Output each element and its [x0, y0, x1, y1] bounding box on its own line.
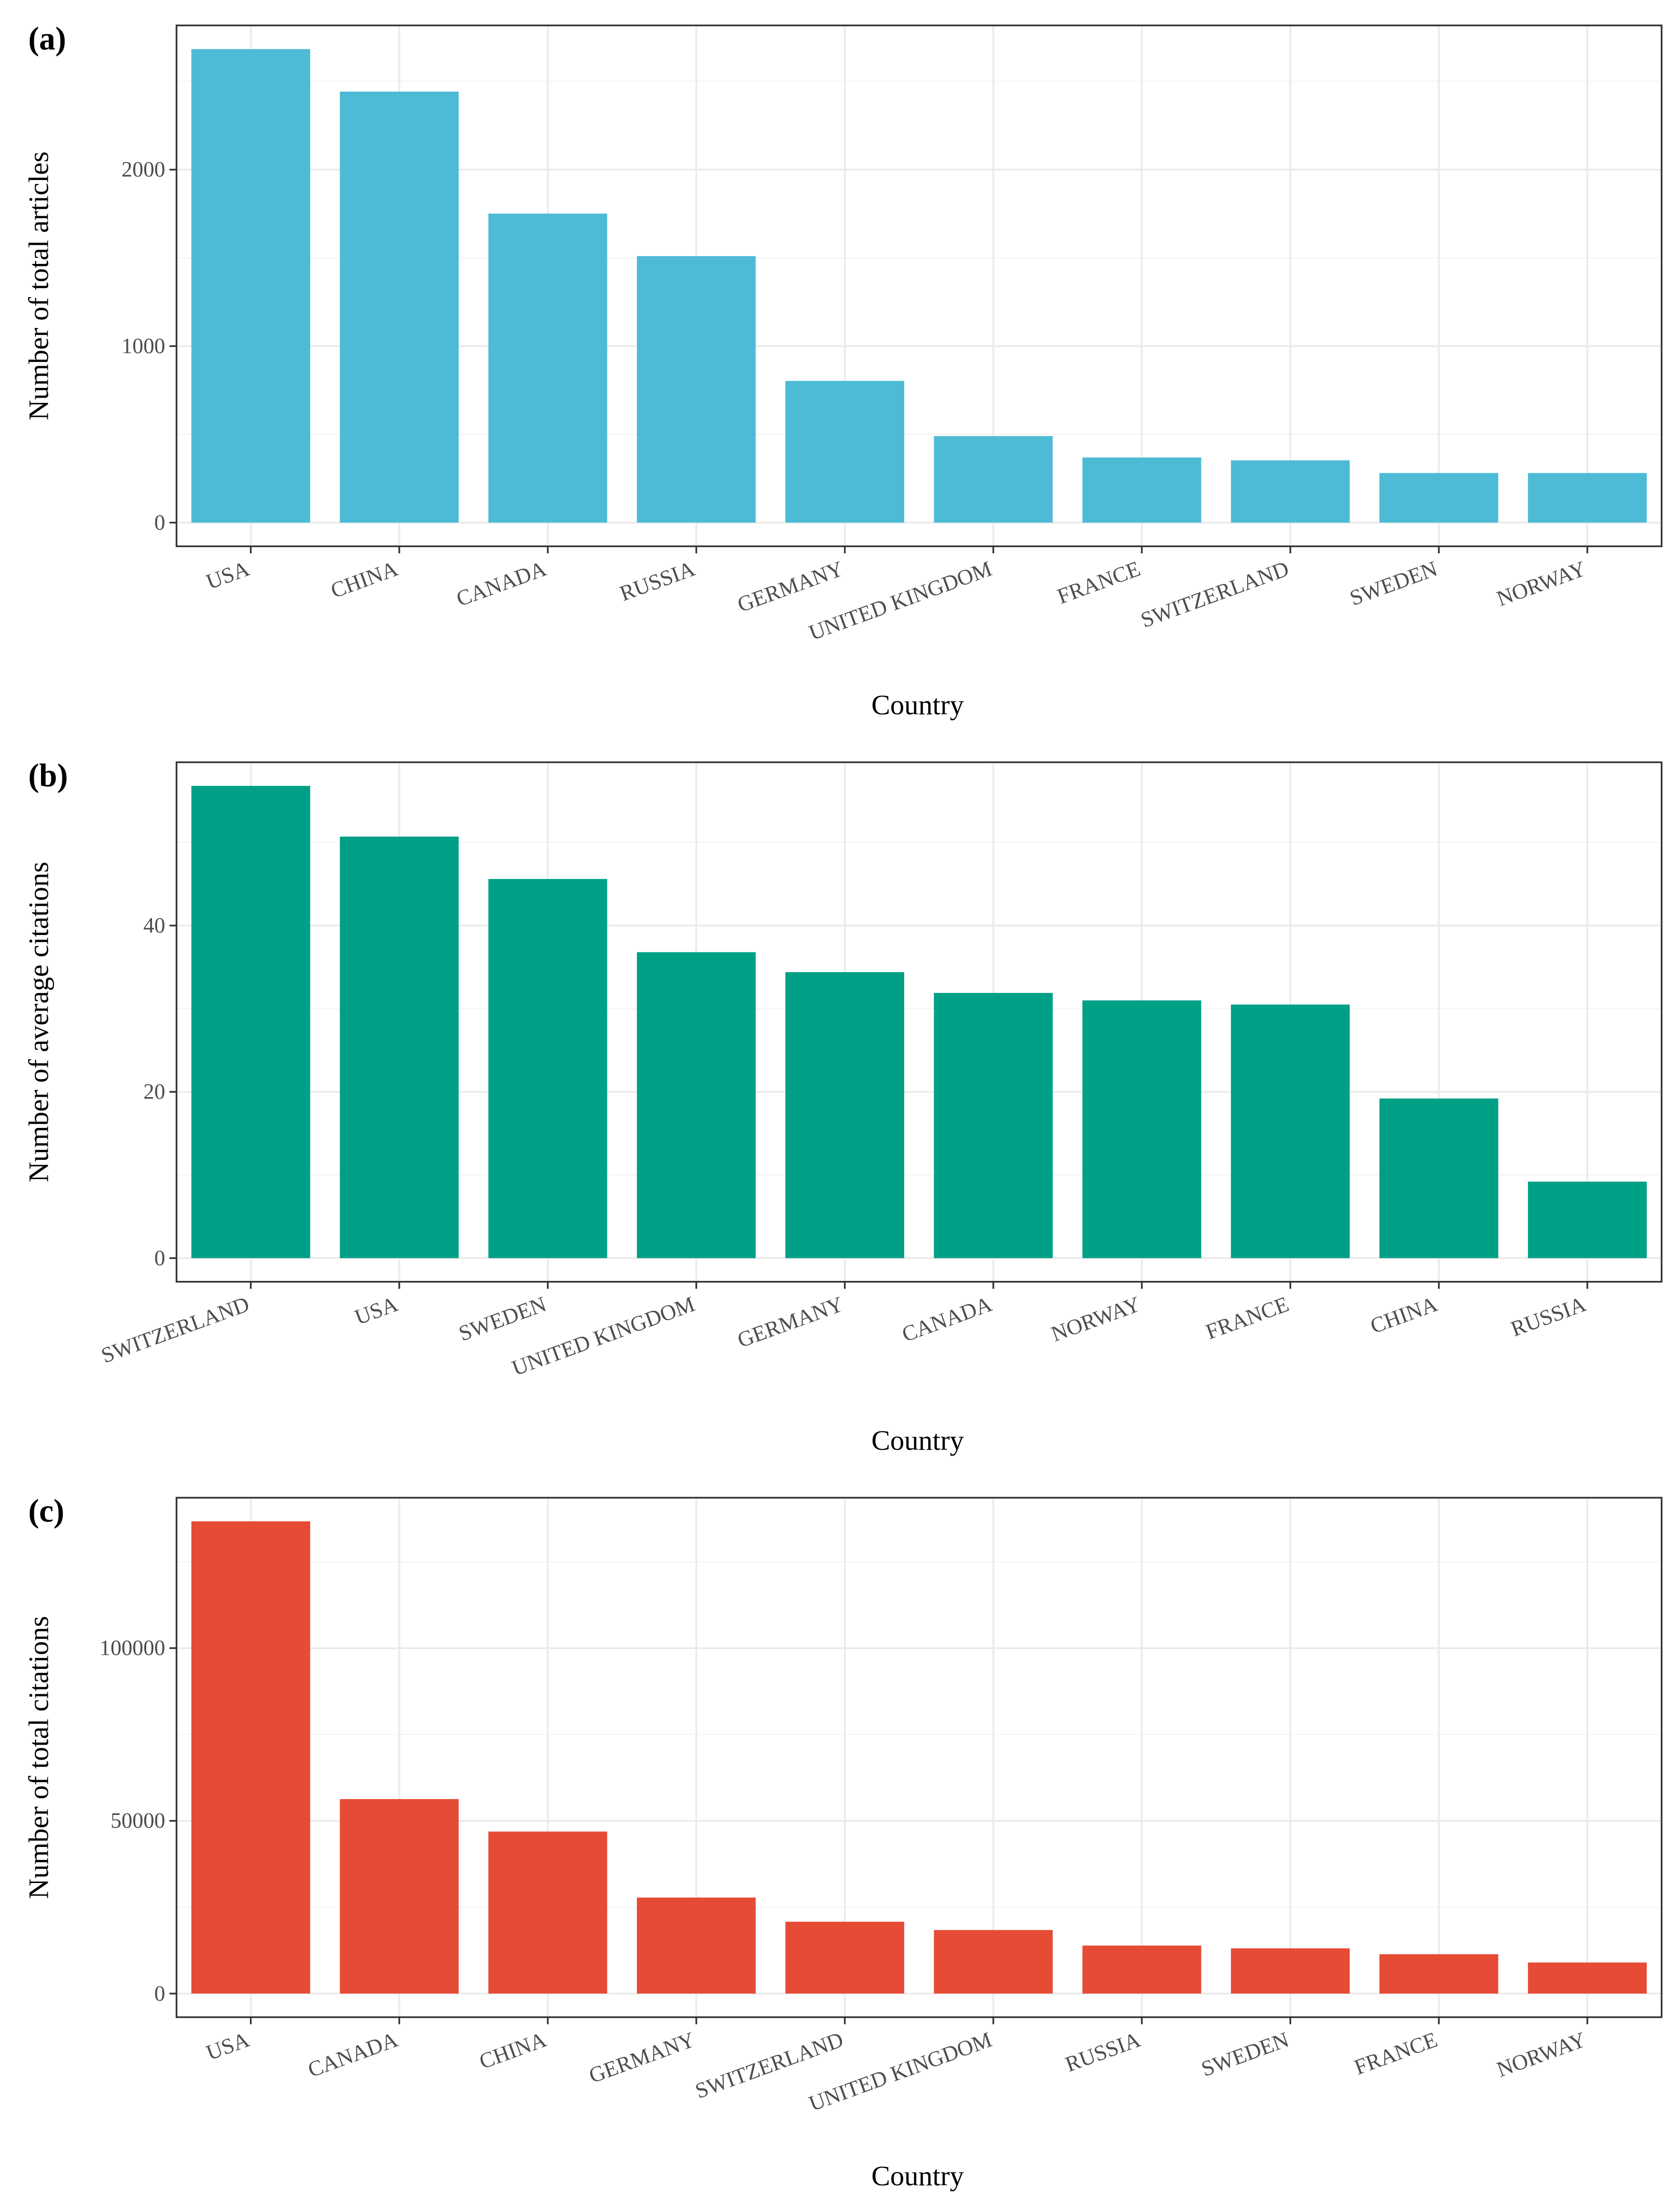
- bar-russia: [1082, 1945, 1201, 1994]
- x-tick-label: FRANCE: [1203, 1292, 1292, 1344]
- x-tick-label: USA: [203, 2027, 253, 2065]
- plot-border: [176, 24, 1663, 548]
- bar-china: [488, 1831, 607, 1994]
- x-tick-label: GERMANY: [734, 556, 847, 617]
- x-tick-label: CHINA: [476, 2027, 550, 2074]
- x-axis-title: Country: [871, 689, 964, 721]
- bar-usa: [340, 837, 459, 1258]
- x-tick-label: FRANCE: [1054, 556, 1143, 608]
- x-tick-label: CANADA: [305, 2027, 401, 2082]
- x-tick-label: GERMANY: [734, 1292, 847, 1352]
- bar-canada: [340, 1799, 459, 1994]
- bar-russia: [637, 256, 756, 523]
- plot-border: [176, 1497, 1663, 2018]
- bar-france: [1379, 1954, 1499, 1994]
- bar-norway: [1528, 1962, 1647, 1994]
- bar-france: [1231, 1004, 1350, 1258]
- bar-usa: [191, 1521, 310, 1994]
- bar-russia: [1528, 1182, 1647, 1258]
- bar-sweden: [1379, 473, 1499, 523]
- bar-united-kingdom: [934, 1930, 1053, 1994]
- y-tick-label: 0: [154, 1246, 165, 1270]
- bar-united-kingdom: [637, 952, 756, 1258]
- bar-norway: [1528, 473, 1647, 523]
- y-axis-title: Number of total citations: [23, 1616, 55, 1899]
- y-tick-label: 40: [143, 913, 165, 937]
- bar-united-kingdom: [934, 436, 1053, 523]
- panel-label: (b): [28, 757, 68, 794]
- x-tick-label: GERMANY: [586, 2027, 698, 2088]
- x-tick-label: CANADA: [899, 1292, 995, 1347]
- bar-usa: [191, 49, 310, 523]
- panel-label: (c): [28, 1493, 65, 1529]
- x-tick-label: SWEDEN: [455, 1292, 550, 1346]
- panel-label: (a): [28, 20, 66, 56]
- x-tick-label: NORWAY: [1494, 2027, 1589, 2082]
- x-tick-label: CHINA: [1367, 1292, 1441, 1338]
- x-tick-label: RUSSIA: [1508, 1292, 1589, 1341]
- x-tick-label: SWITZERLAND: [98, 1292, 252, 1368]
- y-axis-title: Number of total articles: [23, 151, 55, 420]
- bar-germany: [785, 381, 905, 523]
- y-tick-label: 0: [154, 1981, 165, 2006]
- x-tick-label: USA: [203, 556, 253, 594]
- bar-sweden: [488, 879, 607, 1258]
- plot-border: [176, 761, 1663, 1283]
- bar-china: [340, 91, 459, 523]
- x-tick-label: SWITZERLAND: [1138, 556, 1292, 632]
- y-tick-label: 2000: [122, 157, 165, 181]
- x-tick-label: CHINA: [328, 556, 401, 603]
- y-axis-title: Number of average citations: [23, 862, 55, 1182]
- x-tick-label: NORWAY: [1494, 556, 1589, 611]
- x-axis-title: Country: [871, 1425, 964, 1456]
- y-tick-label: 1000: [122, 334, 165, 358]
- x-tick-label: FRANCE: [1351, 2027, 1440, 2079]
- x-tick-label: NORWAY: [1048, 1292, 1143, 1347]
- x-tick-label: SWEDEN: [1198, 2027, 1292, 2081]
- bar-germany: [785, 972, 905, 1258]
- x-tick-label: USA: [352, 1292, 401, 1330]
- x-tick-label: CANADA: [453, 556, 550, 611]
- bar-switzerland: [1231, 460, 1350, 523]
- y-tick-label: 0: [154, 510, 165, 535]
- bar-sweden: [1231, 1948, 1350, 1994]
- x-tick-label: RUSSIA: [617, 556, 698, 605]
- bar-switzerland: [191, 785, 310, 1258]
- x-axis-title: Country: [871, 2160, 964, 2191]
- y-tick-label: 50000: [110, 1809, 165, 1833]
- bar-norway: [1082, 1000, 1201, 1258]
- bar-germany: [637, 1898, 756, 1994]
- bar-france: [1082, 457, 1201, 523]
- y-tick-label: 100000: [99, 1636, 165, 1660]
- bar-china: [1379, 1098, 1499, 1258]
- bar-switzerland: [785, 1922, 905, 1994]
- x-tick-label: RUSSIA: [1062, 2027, 1143, 2076]
- bar-canada: [934, 993, 1053, 1258]
- bar-canada: [488, 213, 607, 523]
- y-tick-label: 20: [143, 1080, 165, 1104]
- x-tick-label: SWEDEN: [1347, 556, 1441, 610]
